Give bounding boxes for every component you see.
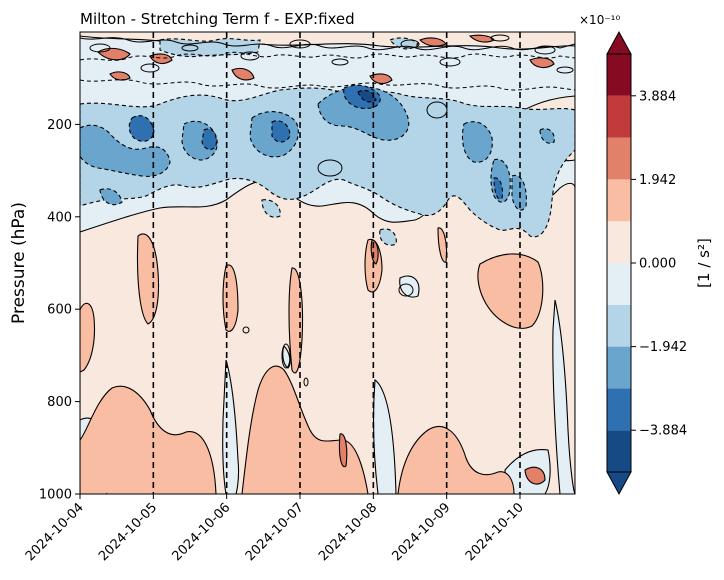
colorbar-tick-label: −1.942 [639, 340, 687, 355]
moderate-positive-region [80, 385, 217, 494]
strong-positive-region [524, 466, 546, 485]
strong-negative-region [461, 121, 493, 163]
mid-contour-blob [303, 377, 309, 387]
strong-positive-region [231, 67, 255, 81]
strong-positive-region [529, 57, 555, 69]
y-tick-label: 200 [47, 118, 72, 133]
day-separator-lines [152, 32, 521, 494]
deepest-negative-region [357, 89, 377, 103]
colorbar: 3.884 1.942 0.000 −1.942 −3.884 [606, 30, 687, 496]
moderate-positive-region [241, 365, 369, 494]
colorbar-swatch [607, 137, 631, 180]
colorbar-label: [1 / s²] [695, 238, 713, 288]
top-contour-blob [331, 58, 349, 66]
moderate-negative-region [379, 228, 397, 246]
colorbar-swatch [607, 346, 631, 389]
colorbar-tick-label: −3.884 [639, 424, 687, 439]
top-contour-blob [140, 63, 160, 73]
top-contour-blob [240, 51, 260, 61]
core-negative-region [271, 120, 291, 143]
top-contour-blob [490, 34, 510, 42]
colorbar-swatch [607, 179, 631, 222]
x-tick-label: 2024-10-10 [463, 500, 527, 564]
y-tick-label: 800 [47, 395, 72, 410]
colorbar-extend-max [606, 30, 632, 55]
y-tick-label: 400 [47, 210, 72, 225]
x-axis: 2024-10-04 2024-10-05 2024-10-06 2024-10-07… [23, 494, 527, 564]
colorbar-swatch [607, 388, 631, 431]
y-axis: 200 400 600 800 1000 [39, 118, 80, 503]
top-contour-line [80, 51, 575, 61]
weak-negative-region [552, 299, 575, 494]
top-contour-blob [556, 66, 574, 74]
x-tick-label: 2024-10-09 [389, 500, 453, 564]
field-moderate-positive [80, 122, 575, 494]
mid-contour-blob [281, 343, 291, 369]
x-tick-label: 2024-10-07 [243, 500, 307, 564]
mid-contour-blob [398, 283, 414, 297]
colorbar-tick-label: 1.942 [639, 173, 676, 188]
colorbar-tick-label: 3.884 [639, 89, 676, 104]
mid-contour-blob [426, 101, 448, 119]
top-contour-line [80, 37, 575, 51]
mid-contour-blob [317, 159, 343, 177]
colorbar-swatch [607, 263, 631, 305]
strong-negative-region [539, 128, 555, 144]
colorbar-multiplier: ×10⁻¹⁰ [579, 13, 620, 27]
moderate-positive-region [80, 302, 96, 373]
plot-area [80, 32, 575, 494]
colorbar-tick-label: 0.000 [639, 257, 676, 272]
x-tick-label: 2024-10-08 [316, 500, 380, 564]
top-contour-blob [534, 45, 556, 55]
top-contour-blob [439, 57, 461, 67]
x-tick-label: 2024-10-05 [96, 500, 160, 564]
x-tick-label: 2024-10-06 [169, 500, 233, 564]
strong-positive-region [149, 53, 173, 65]
strong-positive-region [338, 433, 348, 468]
strong-negative-region [80, 124, 171, 177]
core-negative-region [201, 128, 217, 151]
strong-negative-region [317, 86, 410, 141]
moderate-negative-region [261, 199, 281, 218]
y-axis-label: Pressure (hPa) [9, 202, 29, 324]
strong-positive-region [109, 71, 131, 81]
top-contour-blob [181, 44, 199, 52]
top-contour-line [80, 79, 575, 91]
plot-frame [79, 31, 576, 495]
strong-positive-region [369, 73, 393, 85]
colorbar-extend-min [606, 471, 632, 496]
colorbar-swatch [607, 304, 631, 347]
y-tick-label: 1000 [39, 488, 72, 503]
moderate-positive-region [105, 492, 108, 494]
weak-negative-region [399, 275, 420, 298]
colorbar-swatch [607, 95, 631, 138]
colorbar-swatch [607, 221, 631, 263]
core-negative-region [493, 177, 504, 200]
moderate-positive-region [397, 425, 515, 494]
field-strong-positive [97, 34, 555, 485]
core-negative-region [128, 115, 155, 142]
mid-contour-blob [242, 326, 250, 334]
chart-title: Milton - Stretching Term f - EXP:fixed [80, 10, 355, 28]
y-tick-label: 600 [47, 303, 72, 318]
x-tick-label: 2024-10-04 [23, 500, 87, 564]
field-deepest-negative [357, 89, 377, 103]
top-contour-blob [89, 43, 111, 53]
colorbar-swatch [607, 430, 631, 472]
strong-negative-region [99, 188, 123, 206]
colorbar-swatch [607, 54, 631, 96]
weak-negative-region [282, 344, 291, 369]
moderate-positive-region [477, 253, 544, 329]
field-strong-negative [80, 86, 555, 211]
top-contour-blob [400, 39, 420, 49]
